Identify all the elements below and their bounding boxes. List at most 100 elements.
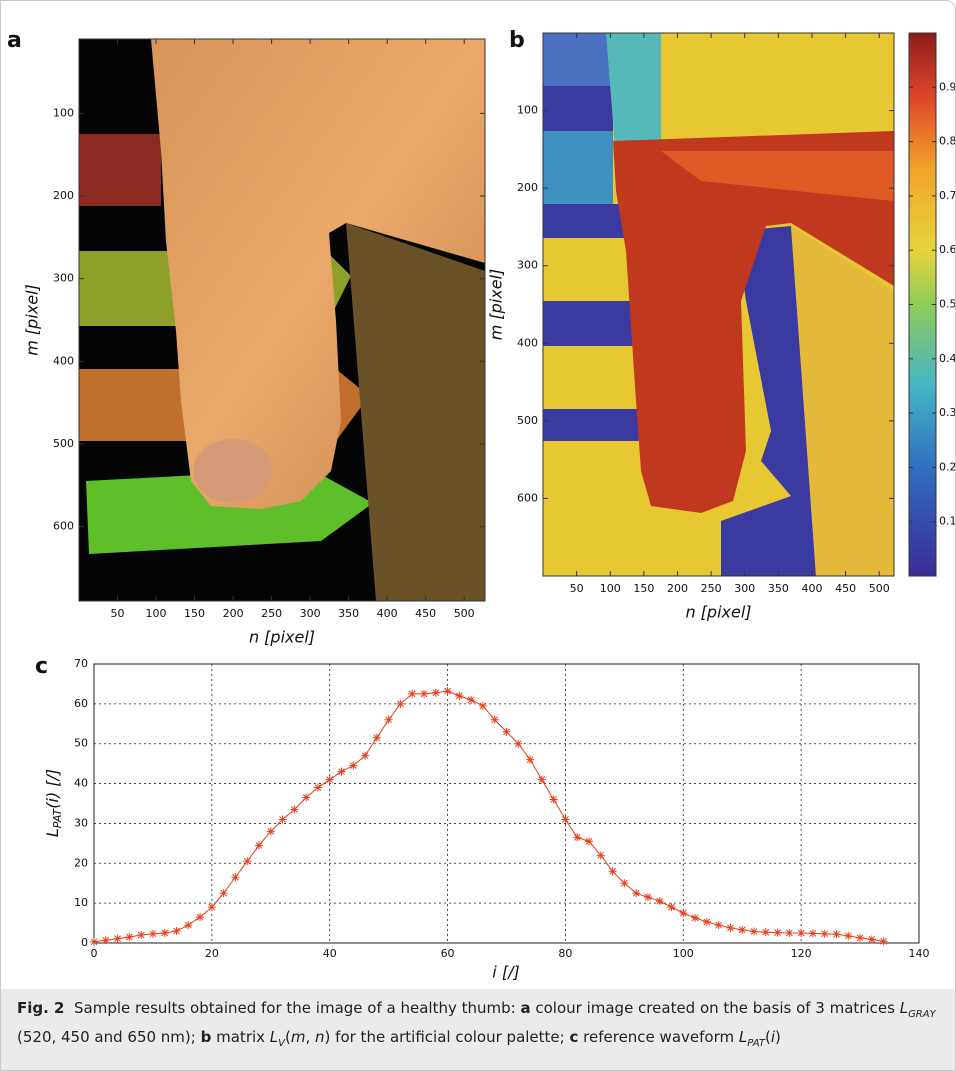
marker [149,930,157,938]
marker [550,796,558,804]
marker [715,921,723,929]
x-tick-label: 400 [377,607,398,620]
x-tick-label: 500 [869,582,890,595]
marker [208,903,216,911]
marker [255,841,263,849]
x-tick-label: 50 [570,582,584,595]
marker [679,909,687,917]
x-tick-label: 250 [701,582,722,595]
y-axis-label: m [pixel] [487,269,506,341]
marker [620,879,628,887]
y-tick-label: 50 [74,737,88,750]
x-tick-label: 350 [768,582,789,595]
marker [444,687,452,695]
marker [173,927,181,935]
marker [668,903,676,911]
colorbar-tick-label: 0.1 [939,515,955,528]
colorbar-tick-label: 0.8 [939,135,955,148]
x-tick-label: 50 [111,607,125,620]
marker [561,815,569,823]
x-tick-label: 450 [415,607,436,620]
y-tick-label: 300 [517,259,538,272]
marker [844,932,852,940]
marker [373,734,381,742]
caption-text: V [278,1038,285,1049]
caption-text: L [900,999,908,1017]
x-tick-label: 140 [909,947,930,960]
colorbar-tick-label: 0.2 [939,460,955,473]
panel-label: b [509,28,525,53]
y-tick-label: 200 [517,181,538,194]
caption-text: (520, 450 and 650 nm); [17,1028,201,1046]
marker [432,689,440,697]
marker [338,768,346,776]
marker [514,740,522,748]
y-label-rest: (i) [/] [43,769,62,809]
marker [125,933,133,941]
marker [326,776,334,784]
y-tick-label: 100 [517,104,538,117]
marker [868,935,876,943]
marker [349,762,357,770]
caption-text: a [520,999,530,1017]
x-axis-label: n [pixel] [249,628,315,647]
colorbar-tick-label: 0.9 [939,80,955,93]
caption-text: colour image created on the basis of 3 m… [531,999,900,1017]
marker [573,833,581,841]
panel-label: a [7,28,22,53]
colour-palette-image [543,33,894,576]
marker [267,827,275,835]
y-tick-label: 40 [74,777,88,790]
y-tick-label: 300 [53,272,74,285]
x-tick-label: 200 [667,582,688,595]
y-tick-label: 400 [53,354,74,367]
x-tick-label: 400 [801,582,822,595]
x-tick-label: 60 [441,947,455,960]
y-label-main: L [43,828,62,837]
marker [833,930,841,938]
x-tick-label: 100 [600,582,621,595]
x-tick-label: 300 [300,607,321,620]
marker [762,928,770,936]
x-tick-label: 120 [791,947,812,960]
y-tick-label: 0 [81,936,88,949]
x-tick-label: 80 [558,947,572,960]
colorbar-tick-label: 0.5 [939,298,955,311]
marker [538,776,546,784]
marker [90,938,98,946]
marker [503,728,511,736]
colorbar-tick-label: 0.3 [939,406,955,419]
x-tick-label: 450 [835,582,856,595]
y-tick-label: 200 [53,189,74,202]
caption-text: ) [775,1028,781,1046]
marker [467,696,475,704]
colorbar-tick-label: 0.4 [939,352,955,365]
marker [279,815,287,823]
stripe [543,86,613,131]
y-tick-label: 70 [74,657,88,670]
stripe [543,409,641,441]
marker [314,784,322,792]
x-tick-label: 150 [633,582,654,595]
caption-text: PAT [747,1038,765,1049]
x-tick-label: 200 [223,607,244,620]
stripe [543,301,639,346]
marker [738,926,746,934]
plot-area [94,664,919,943]
caption-text: L [270,1028,278,1046]
marker [644,893,652,901]
marker [231,873,239,881]
marker [184,921,192,929]
marker [290,805,298,813]
marker [196,913,204,921]
marker [703,918,711,926]
caption-text: b [201,1028,212,1046]
marker [632,889,640,897]
caption: Fig. 2 Sample results obtained for the i… [1,989,955,1071]
caption-text: m [291,1028,306,1046]
marker [656,897,664,905]
caption-text: GRAY [908,1009,936,1020]
colour-image [79,39,485,601]
marker [302,794,310,802]
panel-label: c [35,654,48,679]
